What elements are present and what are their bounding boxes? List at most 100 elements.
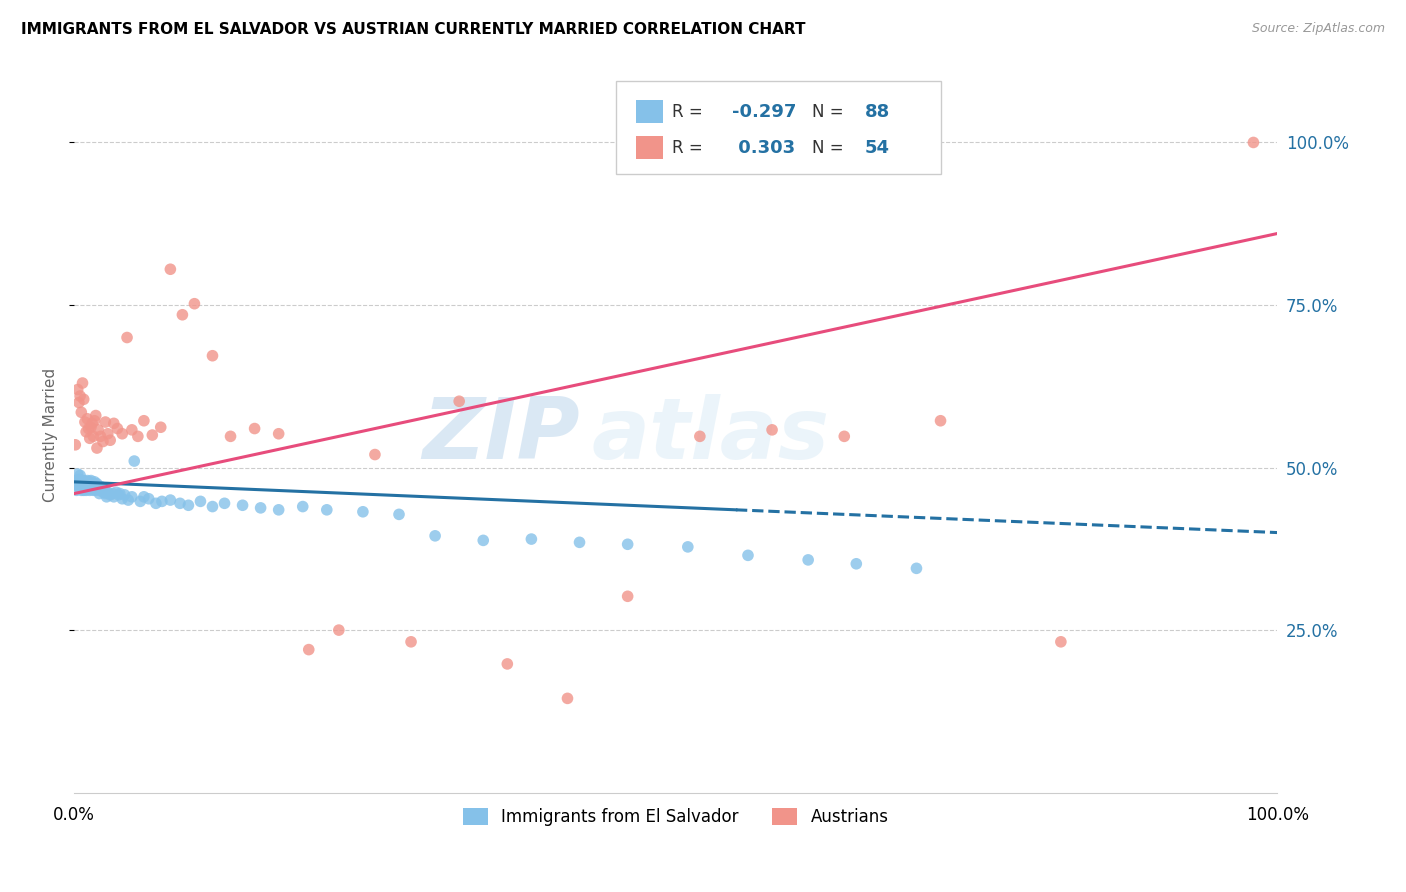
Point [103,417,125,431]
Point [87,423,110,437]
Point [232,498,254,512]
Point [69,468,91,483]
Point [689,429,711,443]
Point [80,474,103,488]
Point [121,490,143,504]
Point [67,472,90,486]
Point [66,383,89,397]
Point [568,535,591,549]
Point [761,423,783,437]
Point [132,490,155,504]
Point [172,308,194,322]
Point [73,476,96,491]
Point [98,488,121,502]
Point [149,420,172,434]
Point [90,429,112,443]
Point [315,503,337,517]
Bar [636,100,662,123]
Point [150,494,173,508]
Point [70,474,93,488]
Point [267,426,290,441]
Point [69,389,91,403]
Bar [636,136,662,160]
Point [107,421,129,435]
Point [449,394,471,409]
Point [77,481,100,495]
Point [70,483,93,498]
Point [737,549,759,563]
Point [201,349,224,363]
Point [79,475,101,489]
Point [159,493,181,508]
Point [423,529,446,543]
Point [117,493,139,508]
Point [93,481,115,495]
Point [105,485,128,500]
Point [86,441,108,455]
Point [111,491,134,506]
Point [201,500,224,514]
Point [108,486,131,500]
Text: R =: R = [672,103,709,120]
Point [83,414,105,428]
Point [141,428,163,442]
Point [121,423,143,437]
Point [101,486,124,500]
Point [65,474,87,488]
Point [66,467,89,481]
Point [84,409,107,423]
Point [616,589,638,603]
Point [73,483,96,498]
Point [65,483,87,498]
Point [83,480,105,494]
Point [65,438,87,452]
Text: atlas: atlas [592,393,830,476]
Point [107,488,129,502]
Point [616,537,638,551]
Text: 0.303: 0.303 [733,139,796,157]
Point [132,414,155,428]
Text: 88: 88 [865,103,890,120]
Text: N =: N = [811,103,849,120]
Point [73,481,96,495]
Point [845,557,868,571]
Point [127,429,149,443]
Point [676,540,699,554]
Point [352,505,374,519]
Point [129,494,152,508]
Point [298,642,321,657]
Point [72,376,94,390]
Point [557,691,579,706]
Point [79,431,101,445]
Text: R =: R = [672,139,709,157]
Point [77,421,100,435]
Point [520,532,543,546]
Point [76,474,98,488]
Point [90,483,112,498]
Point [84,479,107,493]
Point [82,481,104,495]
Point [267,503,290,517]
Point [214,496,236,510]
Point [82,417,104,431]
Point [328,623,350,637]
Point [82,429,104,443]
Point [66,475,89,489]
Text: IMMIGRANTS FROM EL SALVADOR VS AUSTRIAN CURRENTLY MARRIED CORRELATION CHART: IMMIGRANTS FROM EL SALVADOR VS AUSTRIAN … [21,22,806,37]
Point [75,480,97,494]
Point [91,434,114,449]
Point [91,485,114,500]
Point [72,475,94,489]
Point [98,434,121,448]
Point [67,480,90,494]
Point [76,411,98,425]
Point [94,415,117,429]
FancyBboxPatch shape [616,81,941,174]
Point [75,475,97,489]
Point [90,480,112,494]
Text: Source: ZipAtlas.com: Source: ZipAtlas.com [1251,22,1385,36]
Text: ZIP: ZIP [422,393,579,476]
Point [70,479,93,493]
Point [183,296,205,310]
Point [79,483,101,498]
